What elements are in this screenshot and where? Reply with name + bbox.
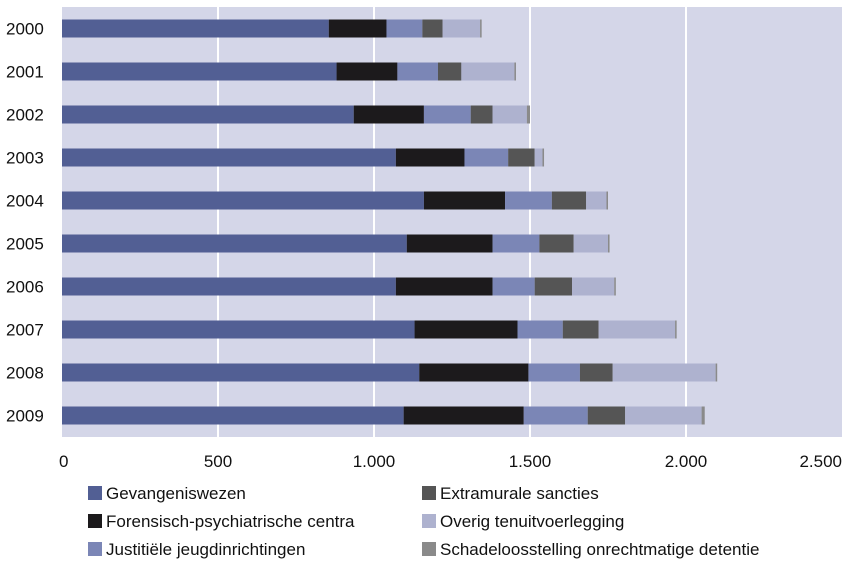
legend-swatch xyxy=(88,486,102,500)
bar-segment xyxy=(701,406,705,425)
legend-swatch xyxy=(422,542,436,556)
bar-segment xyxy=(423,191,506,210)
legend-label: Justitiële jeugdinrichtingen xyxy=(106,540,305,559)
x-tick-label: 0 xyxy=(59,452,68,471)
bar-segment xyxy=(397,62,438,81)
bar-segment xyxy=(508,148,535,167)
x-tick-label: 500 xyxy=(204,452,232,471)
bar-segment xyxy=(715,363,718,382)
bar-segment xyxy=(534,277,573,296)
bar-segment xyxy=(464,148,509,167)
bar-segment xyxy=(395,148,465,167)
category-label: 2008 xyxy=(6,364,44,383)
legend-swatch xyxy=(422,486,436,500)
x-tick-label: 2.500 xyxy=(799,452,842,471)
bar-segment xyxy=(573,234,608,253)
bar-segment xyxy=(517,320,563,339)
bar-segment xyxy=(461,62,515,81)
bar-segment xyxy=(442,19,481,38)
bar-segment xyxy=(62,406,404,425)
bar-segment xyxy=(62,363,420,382)
bar-segment xyxy=(492,234,540,253)
bar-segment xyxy=(523,406,588,425)
bar-segment xyxy=(62,320,415,339)
category-label: 2004 xyxy=(6,192,44,211)
bar-segment xyxy=(614,277,616,296)
bar-segment xyxy=(62,62,337,81)
bar-segment xyxy=(419,363,529,382)
bar-segment xyxy=(542,148,545,167)
bar-segment xyxy=(386,19,423,38)
x-tick-label: 2.000 xyxy=(665,452,708,471)
category-label: 2006 xyxy=(6,278,44,297)
bar-segment xyxy=(625,406,702,425)
bar-segment xyxy=(395,277,493,296)
bar-segment xyxy=(423,105,471,124)
bar-segment xyxy=(606,191,608,210)
bar-segment xyxy=(579,363,613,382)
bar-segment xyxy=(492,105,527,124)
bar-segment xyxy=(470,105,493,124)
category-label: 2002 xyxy=(6,106,44,125)
category-label: 2001 xyxy=(6,63,44,82)
bar-segment xyxy=(526,105,530,124)
bar-segment xyxy=(62,19,329,38)
bar-segment xyxy=(539,234,574,253)
bar-segment xyxy=(505,191,552,210)
bar-segment xyxy=(562,320,599,339)
bar-segment xyxy=(612,363,716,382)
x-tick-label: 1.000 xyxy=(353,452,396,471)
bar-segment xyxy=(62,191,424,210)
bar-segment xyxy=(534,148,543,167)
category-label: 2003 xyxy=(6,149,44,168)
category-label: 2009 xyxy=(6,407,44,426)
bar-segment xyxy=(551,191,587,210)
category-labels: 2000 2001 2002 2003 2004 2005 2006 2007 2008 2009 xyxy=(6,20,44,426)
bars xyxy=(62,19,718,425)
category-label: 2000 xyxy=(6,20,44,39)
category-label: 2005 xyxy=(6,235,44,254)
bar-segment xyxy=(414,320,518,339)
bar-segment xyxy=(480,19,482,38)
bar-segment xyxy=(62,148,396,167)
legend-label: Gevangeniswezen xyxy=(106,484,246,503)
bar-segment xyxy=(336,62,398,81)
bar-segment xyxy=(422,19,443,38)
legend-swatch xyxy=(88,542,102,556)
legend-swatch xyxy=(88,514,102,528)
bar-segment xyxy=(353,105,424,124)
bar-segment xyxy=(403,406,524,425)
bar-segment xyxy=(608,234,610,253)
bar-segment xyxy=(62,277,396,296)
bar-segment xyxy=(406,234,493,253)
legend: Gevangeniswezen Forensisch-psychiatrische… xyxy=(88,484,759,559)
bar-segment xyxy=(572,277,615,296)
bar-segment xyxy=(437,62,462,81)
bar-segment xyxy=(598,320,676,339)
category-label: 2007 xyxy=(6,321,44,340)
legend-swatch xyxy=(422,514,436,528)
legend-label: Schadeloosstelling onrechtmatige detenti… xyxy=(440,540,759,559)
x-tick-label: 1.500 xyxy=(509,452,552,471)
bar-segment xyxy=(528,363,580,382)
bar-segment xyxy=(587,406,626,425)
legend-label: Extramurale sancties xyxy=(440,484,599,503)
bar-segment xyxy=(514,62,516,81)
bar-segment xyxy=(492,277,535,296)
legend-label: Forensisch-psychiatrische centra xyxy=(106,512,355,531)
bar-segment xyxy=(586,191,607,210)
bar-segment xyxy=(62,234,407,253)
x-tick-labels: 0 500 1.000 1.500 2.000 2.500 xyxy=(59,452,842,471)
bar-segment xyxy=(328,19,387,38)
legend-label: Overig tenuitvoerlegging xyxy=(440,512,624,531)
bar-segment xyxy=(675,320,677,339)
bar-segment xyxy=(62,105,354,124)
